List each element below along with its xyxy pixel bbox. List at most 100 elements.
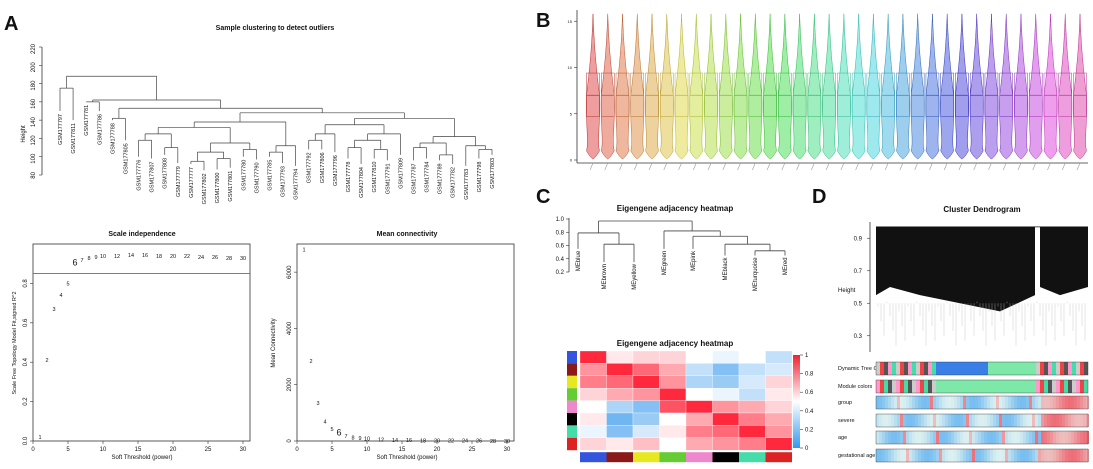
color-cell xyxy=(909,414,912,427)
violin-box xyxy=(822,72,836,117)
leaf-label: GSM177807 xyxy=(150,162,156,193)
color-cell xyxy=(896,362,900,375)
color-cell xyxy=(900,380,904,393)
leaf-label: MEred xyxy=(783,257,789,275)
color-cell xyxy=(984,396,987,409)
heatmap-cell xyxy=(738,388,766,401)
violin xyxy=(851,13,866,160)
heatmap-cell xyxy=(712,388,740,401)
color-cell xyxy=(987,449,990,462)
color-cell xyxy=(912,396,915,409)
color-cell xyxy=(1032,431,1035,444)
data-point: 14 xyxy=(128,253,134,259)
data-point: 26 xyxy=(476,439,482,445)
colorbar-tick-label: 0 xyxy=(805,446,809,452)
data-point: 4 xyxy=(59,293,62,299)
color-cell xyxy=(957,449,960,462)
color-cell xyxy=(964,362,968,375)
color-cell xyxy=(1080,380,1084,393)
color-cell xyxy=(1023,449,1026,462)
violin xyxy=(881,13,896,160)
violin-box xyxy=(969,72,984,117)
color-cell xyxy=(1056,431,1059,444)
color-cell xyxy=(993,414,996,427)
color-cell xyxy=(1008,380,1012,393)
color-cell xyxy=(879,431,882,444)
color-cell xyxy=(1002,414,1005,427)
color-cell xyxy=(1004,380,1008,393)
data-point: 9 xyxy=(358,436,361,442)
row-frame xyxy=(875,395,1089,410)
color-cell xyxy=(936,396,939,409)
color-cell xyxy=(1002,396,1005,409)
color-cell xyxy=(1017,396,1020,409)
color-cell xyxy=(972,414,975,427)
color-cell xyxy=(912,431,915,444)
leaf-label: GSM177783 xyxy=(464,169,470,200)
colorbar xyxy=(793,355,800,448)
color-cell xyxy=(1005,431,1008,444)
color-cell xyxy=(996,449,999,462)
row-frame xyxy=(875,430,1089,445)
module-color-row xyxy=(567,375,577,389)
color-cell xyxy=(939,431,942,444)
violin-box xyxy=(1058,72,1072,117)
color-cell xyxy=(1028,380,1032,393)
heatmap-cell xyxy=(685,437,713,451)
data-point: 2 xyxy=(45,358,48,364)
color-cell xyxy=(1020,449,1023,462)
x-tick-label-mark xyxy=(619,162,623,171)
color-cell xyxy=(936,362,940,375)
leaf-label: GSM177809 xyxy=(398,158,404,189)
leaf-label: GSM177806 xyxy=(320,152,326,183)
color-cell xyxy=(948,396,951,409)
color-cell xyxy=(1083,449,1086,462)
heatmap-cell xyxy=(685,363,713,376)
color-cell xyxy=(933,431,936,444)
violin xyxy=(1073,13,1087,160)
color-cell xyxy=(1020,431,1023,444)
data-point: 14 xyxy=(392,438,398,444)
y-tick-label: 80 xyxy=(31,171,37,178)
color-cell xyxy=(976,380,980,393)
module-color-col xyxy=(739,452,766,463)
heatmap-cell xyxy=(738,400,766,414)
color-cell xyxy=(978,431,981,444)
dendrogram-mass xyxy=(1040,226,1088,296)
color-cell xyxy=(924,396,927,409)
x-tick-label-mark xyxy=(870,162,874,171)
module-color-row xyxy=(567,437,577,451)
color-cell xyxy=(1008,414,1011,427)
data-point: 30 xyxy=(504,439,510,445)
violin-box xyxy=(660,72,674,117)
color-cell xyxy=(1008,431,1011,444)
x-tick-label-mark xyxy=(737,162,741,171)
violin-box xyxy=(630,72,645,117)
color-cell xyxy=(1026,449,1029,462)
violin xyxy=(763,13,778,160)
color-cell xyxy=(996,362,1000,375)
mean-connectivity-ylabel: Mean Connectivity xyxy=(271,318,277,367)
color-cell xyxy=(1032,380,1036,393)
color-cell xyxy=(944,362,948,375)
x-tick-label-mark xyxy=(958,162,963,171)
color-cell xyxy=(1083,396,1086,409)
color-cell xyxy=(891,414,894,427)
x-tick-label-mark xyxy=(1017,162,1022,171)
color-cell xyxy=(1065,396,1068,409)
color-cell xyxy=(894,431,897,444)
leaf-label: GSM177780 xyxy=(241,160,247,191)
data-point: 12 xyxy=(114,254,120,260)
module-color-col xyxy=(580,452,607,463)
color-cell xyxy=(960,380,964,393)
violin xyxy=(645,13,659,160)
color-cell xyxy=(1005,414,1008,427)
x-tick-label: 15 xyxy=(399,447,406,453)
row-frame xyxy=(875,413,1089,428)
color-cell xyxy=(1080,362,1084,375)
color-cell xyxy=(957,396,960,409)
y-tick-label: 10 xyxy=(568,65,573,70)
y-tick-label: 5 xyxy=(570,111,573,116)
color-cell xyxy=(960,396,963,409)
x-tick-label: 10 xyxy=(364,447,371,453)
